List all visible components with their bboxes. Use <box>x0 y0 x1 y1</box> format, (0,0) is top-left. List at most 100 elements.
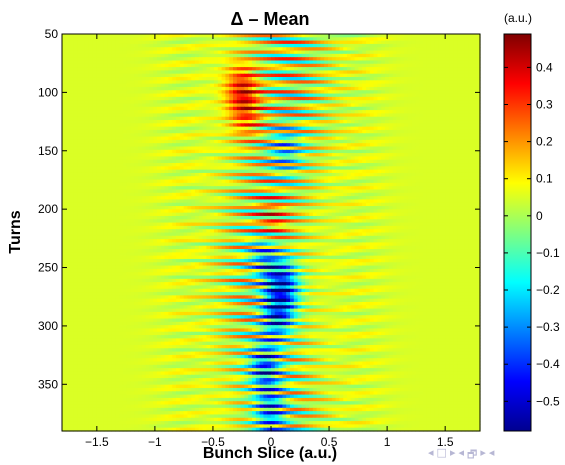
heatmap-cell <box>438 73 443 78</box>
heatmap-cell <box>419 57 424 62</box>
heatmap-cell <box>206 63 211 68</box>
heatmap-cell <box>350 53 356 58</box>
heatmap-cell <box>312 83 318 88</box>
heatmap-cell <box>358 57 363 62</box>
heatmap-cell <box>157 60 162 65</box>
heatmap-cell <box>198 67 204 71</box>
heatmap-cell <box>210 67 215 71</box>
heatmap-cell <box>236 60 242 65</box>
heatmap-cell <box>392 67 397 71</box>
heatmap-cell <box>141 37 147 42</box>
heatmap-cell <box>153 103 158 108</box>
heatmap-cell <box>183 80 188 85</box>
heatmap-cell <box>126 60 131 65</box>
heatmap-cell <box>198 86 204 91</box>
heatmap-cell <box>309 43 314 48</box>
heatmap-cell <box>92 83 97 88</box>
heatmap-cell <box>445 73 451 78</box>
heatmap-cell <box>73 67 78 71</box>
heatmap-cell <box>103 53 109 58</box>
heatmap-cell <box>301 83 306 88</box>
heatmap-cell <box>157 34 162 38</box>
heatmap-cell <box>157 96 162 101</box>
heatmap-cell <box>259 83 264 88</box>
heatmap-cell <box>263 57 268 62</box>
heatmap-cell <box>434 57 439 62</box>
heatmap-cell <box>476 60 481 65</box>
heatmap-cell <box>119 67 124 71</box>
heatmap-cell <box>248 43 253 48</box>
heatmap-cell <box>320 43 325 48</box>
heatmap-cell <box>122 63 128 68</box>
heatmap-cell <box>115 67 120 71</box>
heatmap-cell <box>221 70 226 75</box>
heatmap-cell <box>282 86 287 91</box>
heatmap-cell <box>255 77 261 81</box>
heatmap-cell <box>339 63 344 68</box>
heatmap-cell <box>468 37 473 42</box>
heatmap-cell <box>240 53 245 58</box>
heatmap-cell <box>419 37 424 42</box>
heatmap-cell <box>141 50 147 55</box>
heatmap-cell <box>236 57 242 62</box>
heatmap-cell <box>430 43 435 48</box>
heatmap-cell <box>358 34 363 38</box>
heatmap-cell <box>248 70 253 75</box>
heatmap-cell <box>278 77 283 81</box>
heatmap-cell <box>259 73 264 78</box>
heatmap-cell <box>263 86 268 91</box>
heatmap-cell <box>468 80 473 85</box>
heatmap-cell <box>419 53 424 58</box>
heatmap-cell <box>168 106 173 111</box>
heatmap-cell <box>111 50 116 55</box>
heatmap-cell <box>138 93 143 98</box>
heatmap-cell <box>468 83 473 88</box>
heatmap-cell <box>153 63 158 68</box>
heatmap-cell <box>396 96 401 101</box>
heatmap-cell <box>88 67 93 71</box>
heatmap-cell <box>168 60 173 65</box>
heatmap-cell <box>73 100 78 105</box>
heatmap-cell <box>331 47 337 52</box>
heatmap-cell <box>149 47 154 52</box>
heatmap-cell <box>160 77 166 81</box>
heatmap-cell <box>130 70 135 75</box>
heatmap-cell <box>119 96 124 101</box>
heatmap-cell <box>164 77 169 81</box>
heatmap-cell <box>305 53 310 58</box>
heatmap-cell <box>400 67 405 71</box>
heatmap-cell <box>172 60 177 65</box>
heatmap-cell <box>236 40 242 45</box>
heatmap-cell <box>77 77 82 81</box>
heatmap-cell <box>160 34 166 38</box>
heatmap-cell <box>388 100 394 105</box>
heatmap-cell <box>426 103 432 108</box>
heatmap-cell <box>214 73 219 78</box>
heatmap-cell <box>274 57 280 62</box>
heatmap-cell <box>305 80 310 85</box>
heatmap-cell <box>65 60 71 65</box>
heatmap-cell <box>423 50 428 55</box>
heatmap-cell <box>369 96 375 101</box>
heatmap-cell <box>69 106 74 111</box>
heatmap-cell <box>176 106 181 111</box>
heatmap-cell <box>278 57 283 62</box>
heatmap-cell <box>84 96 90 101</box>
heatmap-cell <box>377 93 382 98</box>
heatmap-cell <box>312 63 318 68</box>
heatmap-cell <box>468 96 473 101</box>
heatmap-cell <box>438 53 443 58</box>
heatmap-cell <box>278 63 283 68</box>
heatmap-cell <box>305 63 310 68</box>
heatmap-cell <box>119 103 124 108</box>
heatmap-cell <box>290 63 295 68</box>
heatmap-cell <box>373 40 378 45</box>
heatmap-cell <box>430 63 435 68</box>
heatmap-cell <box>198 63 204 68</box>
heatmap-cell <box>73 53 78 58</box>
heatmap-cell <box>350 70 356 75</box>
heatmap-cell <box>69 90 74 95</box>
heatmap-cell <box>293 103 299 108</box>
heatmap-cell <box>377 47 382 52</box>
heatmap-cell <box>468 47 473 52</box>
